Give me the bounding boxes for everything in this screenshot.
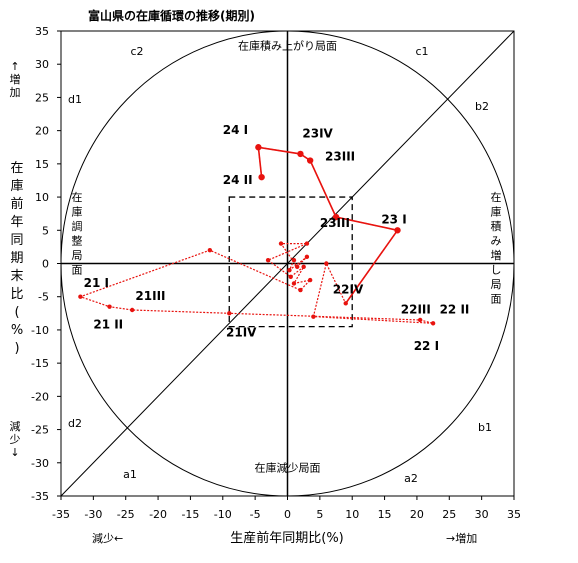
data-point xyxy=(78,294,83,299)
zone-label-c1: c1 xyxy=(415,45,428,58)
point-label: 24 I xyxy=(223,123,248,137)
cycle-circle xyxy=(60,30,515,497)
guide-lines xyxy=(60,30,515,497)
data-point xyxy=(227,311,232,316)
data-point xyxy=(298,287,303,293)
point-label: 21III xyxy=(135,289,165,303)
point-label: 22IV xyxy=(333,282,364,296)
point-label: 23 I xyxy=(381,213,406,227)
y-tick-label: -5 xyxy=(38,291,49,304)
x-tick-label: 20 xyxy=(410,508,424,521)
data-point xyxy=(207,248,213,253)
data-point xyxy=(311,314,316,319)
zone-label-a2: a2 xyxy=(404,472,418,485)
series-line xyxy=(78,146,434,324)
y-high-label: ↑増加 xyxy=(10,60,21,99)
data-point xyxy=(417,317,423,323)
region-left-label: 在庫調整局面 xyxy=(72,191,83,277)
zone-label-d1: d1 xyxy=(68,93,82,106)
inner-dashed-box xyxy=(228,196,353,328)
x-tick-label: -15 xyxy=(181,508,199,521)
x-tick-label: 10 xyxy=(345,508,359,521)
data-point xyxy=(288,274,293,279)
y-tick-label: 10 xyxy=(35,191,49,204)
x-tick-label: 30 xyxy=(475,508,489,521)
data-point xyxy=(307,277,313,283)
diagonal-45-line xyxy=(60,30,515,497)
zone-label-a1: a1 xyxy=(123,468,137,481)
point-label: 21 II xyxy=(93,318,123,332)
data-point xyxy=(129,307,135,313)
y-axis-title-text: 在庫前年同期末比(%) xyxy=(10,161,23,356)
zone-label-b2: b2 xyxy=(475,100,489,113)
x-tick-label: -5 xyxy=(250,508,261,521)
data-series xyxy=(78,144,436,326)
x-tick-label: -20 xyxy=(149,508,167,521)
x-tick-label: 35 xyxy=(507,508,521,521)
y-tick-label: -15 xyxy=(31,357,49,370)
point-label: 23III xyxy=(320,216,350,230)
region-bottom-label: 在庫減少局面 xyxy=(255,460,321,474)
data-point xyxy=(258,173,265,181)
x-tick-label: -35 xyxy=(52,508,70,521)
data-point xyxy=(278,241,284,246)
zone-label-d2: d2 xyxy=(68,417,82,430)
data-point xyxy=(107,304,112,309)
y-tick-label: 30 xyxy=(35,58,49,71)
x-axis-title: 生産前年同期比(%) xyxy=(230,530,344,546)
point-label: 24 II xyxy=(223,173,253,187)
region-top-label: 在庫積み上がり局面 xyxy=(238,39,337,53)
x-tick-label: 5 xyxy=(316,508,323,521)
point-label: 21 I xyxy=(84,276,109,290)
x-tick-label: -10 xyxy=(214,508,232,521)
y-tick-label: -35 xyxy=(31,490,49,503)
region-right-label: 在庫積み増し局面 xyxy=(491,191,502,306)
zone-label-b1: b1 xyxy=(478,421,492,434)
y-tick-label: -20 xyxy=(31,390,49,403)
x-high-label: →増加 xyxy=(446,532,477,545)
y-tick-label: -10 xyxy=(31,324,49,337)
y-tick-label: -30 xyxy=(31,457,49,470)
y-tick-label: 35 xyxy=(35,25,49,38)
data-point xyxy=(304,254,310,260)
data-point xyxy=(304,241,310,246)
point-labels: 24 I 23IV 23III 24 II 23III 23 I 22IV 22III 22 I… xyxy=(84,123,470,353)
y-tick-label: 15 xyxy=(35,158,49,171)
data-point xyxy=(324,261,329,266)
y-low-label: 減少↓ xyxy=(10,419,21,459)
y-tick-label: 20 xyxy=(35,125,49,138)
point-label: 23IV xyxy=(302,126,333,140)
point-label: 22 I xyxy=(414,339,439,353)
point-label: 21IV xyxy=(226,326,257,340)
data-point xyxy=(430,321,436,326)
data-point xyxy=(291,281,297,286)
x-tick-label: 0 xyxy=(284,508,291,521)
y-tick-label: 5 xyxy=(42,224,49,237)
data-point xyxy=(301,264,306,270)
data-point xyxy=(291,257,297,263)
x-low-label: 減少← xyxy=(92,531,123,545)
y-tick-label: 25 xyxy=(35,91,49,104)
recent-series-line xyxy=(257,146,399,304)
x-tick-label: 25 xyxy=(442,508,456,521)
point-label: 22III xyxy=(401,302,431,316)
x-tick-label: -30 xyxy=(84,508,102,521)
y-tick-label: 0 xyxy=(42,258,49,271)
x-tick-label: 15 xyxy=(378,508,392,521)
point-label: 23III xyxy=(325,150,355,164)
data-point xyxy=(295,264,300,270)
zone-label-c2: c2 xyxy=(130,45,143,58)
y-tick-label: -25 xyxy=(31,424,49,437)
point-label: 22 II xyxy=(440,302,470,316)
tick-labels: -35 -30 -25 -20 -15 -10 -5 0 5 10 15 20 25 30 35 35 30 25… xyxy=(31,25,521,521)
x-tick-label: -25 xyxy=(117,508,135,521)
data-point xyxy=(265,257,271,263)
chart-title: 富山県の在庫循環の推移(期別) xyxy=(88,8,255,23)
data-point xyxy=(287,267,292,273)
